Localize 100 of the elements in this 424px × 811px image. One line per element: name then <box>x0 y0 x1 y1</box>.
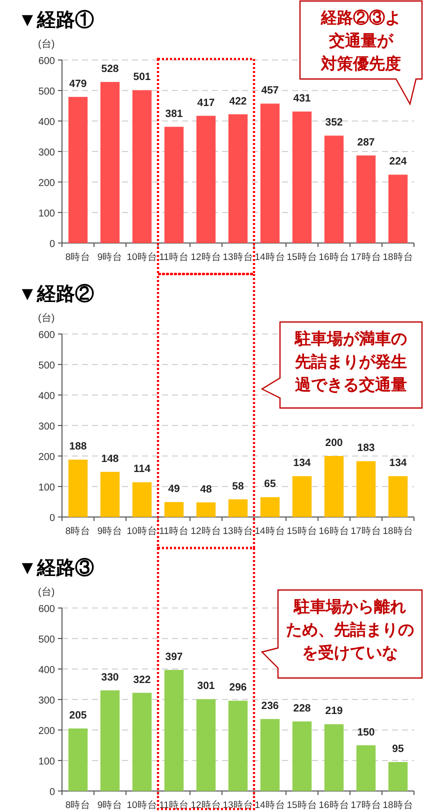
bar <box>196 699 216 791</box>
bar <box>196 502 216 517</box>
data-label: 381 <box>165 108 183 120</box>
y-tick-label: 200 <box>38 178 56 189</box>
y-tick-label: 400 <box>38 117 56 128</box>
data-label: 431 <box>293 92 311 105</box>
data-label: 219 <box>325 705 343 718</box>
y-tick-label: 300 <box>38 422 56 432</box>
annotation: 駐車場から離れ <box>293 598 406 616</box>
bar <box>100 472 120 517</box>
y-tick-label: 500 <box>38 634 56 646</box>
x-tick-label: 16時台 <box>318 525 350 537</box>
bar <box>228 499 248 517</box>
data-label: 224 <box>389 156 407 168</box>
data-label: 150 <box>357 726 375 738</box>
y-tick-label: 500 <box>38 86 56 98</box>
data-label: 457 <box>261 84 279 97</box>
bar <box>356 155 376 243</box>
y-tick-label: 600 <box>38 604 56 615</box>
x-tick-label: 13時台 <box>222 525 254 537</box>
x-tick-label: 9時台 <box>97 799 123 811</box>
y-tick-label: 0 <box>49 239 56 250</box>
x-tick-label: 18時台 <box>382 799 414 811</box>
bar <box>292 112 312 243</box>
y-tick-label: 300 <box>38 148 56 158</box>
bar <box>100 82 120 243</box>
x-tick-label: 13時台 <box>222 251 254 263</box>
data-label: 183 <box>357 442 375 454</box>
callout: 駐車場から離れ ため、先詰まりの を受けていな <box>260 589 423 679</box>
y-tick-label: 500 <box>38 360 56 372</box>
data-label: 49 <box>168 483 180 496</box>
data-label: 422 <box>229 95 247 108</box>
x-tick-label: 16時台 <box>318 799 350 811</box>
data-label: 322 <box>133 674 151 686</box>
y-tick-label: 200 <box>38 452 56 463</box>
y-tick-label: 300 <box>38 696 56 706</box>
bar <box>292 721 312 791</box>
bar <box>324 136 344 243</box>
x-tick-label: 15時台 <box>286 251 318 263</box>
y-tick-label: 0 <box>49 513 56 524</box>
bar <box>388 762 408 791</box>
x-tick-label: 9時台 <box>97 525 123 537</box>
data-label: 188 <box>69 440 87 453</box>
bar <box>68 96 88 243</box>
y-tick-label: 400 <box>38 665 56 676</box>
bar <box>164 126 184 243</box>
data-label: 65 <box>264 478 276 490</box>
x-tick-label: 14時台 <box>254 251 286 263</box>
data-label: 134 <box>293 457 311 470</box>
data-label: 205 <box>69 709 87 722</box>
annotation: 対策優先度 <box>320 54 401 73</box>
y-tick-label: 600 <box>38 56 56 67</box>
data-label: 48 <box>200 483 212 496</box>
chart-title: ▼経路① <box>18 9 94 31</box>
bar <box>164 502 184 517</box>
x-tick-label: 10時台 <box>126 251 158 263</box>
y-axis-title: (台) <box>38 312 55 324</box>
y-axis-title: (台) <box>38 38 55 50</box>
data-label: 236 <box>261 700 279 712</box>
x-tick-label: 17時台 <box>350 525 382 537</box>
bar <box>324 456 344 517</box>
bar <box>100 690 120 791</box>
x-tick-label: 9時台 <box>97 251 123 263</box>
x-tick-label: 12時台 <box>190 525 222 537</box>
annotation: ため、先詰まりの <box>286 621 414 639</box>
annotation: 駐車場が満車の <box>294 330 407 348</box>
data-label: 134 <box>389 457 407 470</box>
bar <box>228 114 248 243</box>
bar <box>132 482 152 517</box>
bar <box>356 461 376 517</box>
x-tick-label: 14時台 <box>254 525 286 537</box>
annotation: を受けていな <box>302 644 398 662</box>
bar <box>228 700 248 791</box>
x-tick-label: 10時台 <box>126 799 158 811</box>
x-tick-label: 10時台 <box>126 525 158 537</box>
y-tick-label: 400 <box>38 391 56 402</box>
y-tick-label: 100 <box>38 482 56 494</box>
data-label: 479 <box>69 78 87 90</box>
data-label: 417 <box>197 96 215 109</box>
x-tick-label: 8時台 <box>65 251 91 263</box>
data-label: 501 <box>133 71 151 84</box>
annotation: 過できる交通量 <box>294 375 407 394</box>
data-label: 228 <box>293 702 311 714</box>
data-label: 528 <box>101 62 119 75</box>
bar <box>388 476 408 517</box>
y-tick-label: 100 <box>38 208 56 220</box>
data-label: 200 <box>325 437 343 449</box>
x-tick-label: 17時台 <box>350 799 382 811</box>
bar <box>196 116 216 243</box>
x-tick-label: 15時台 <box>286 525 318 537</box>
data-label: 330 <box>101 671 119 684</box>
chart-title: ▼経路③ <box>18 557 94 579</box>
bar <box>260 104 280 243</box>
bar <box>356 745 376 791</box>
bar <box>132 692 152 791</box>
y-tick-label: 100 <box>38 756 56 768</box>
y-tick-label: 0 <box>49 787 56 798</box>
x-tick-label: 12時台 <box>190 251 222 263</box>
x-tick-label: 8時台 <box>65 525 91 537</box>
x-tick-label: 18時台 <box>382 525 414 537</box>
